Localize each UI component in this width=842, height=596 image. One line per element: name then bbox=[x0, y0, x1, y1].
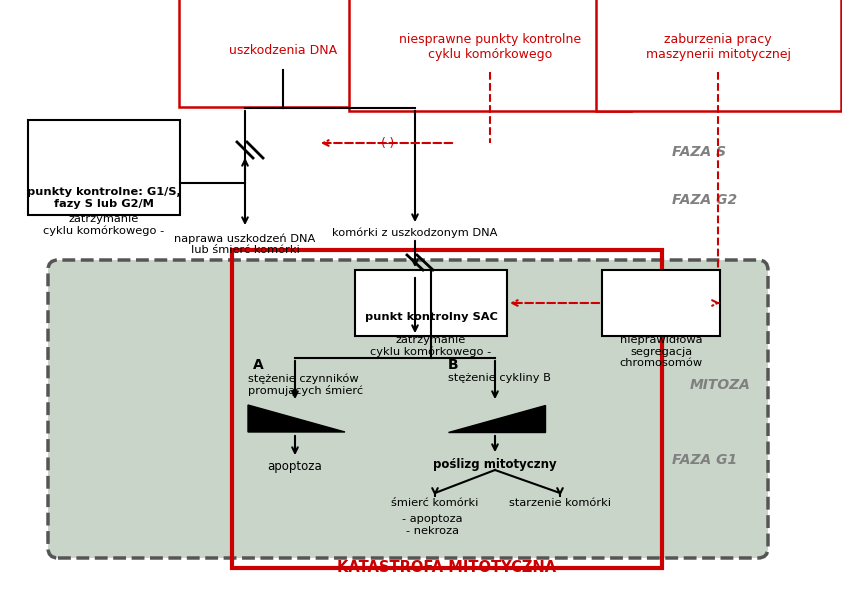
Text: zatrzymanie
cyklu komórkowego -: zatrzymanie cyklu komórkowego - bbox=[44, 214, 165, 236]
Text: B: B bbox=[448, 358, 459, 372]
FancyBboxPatch shape bbox=[602, 270, 720, 336]
Text: KATASTROFA MITOTYCZNA: KATASTROFA MITOTYCZNA bbox=[338, 560, 557, 575]
Text: starzenie komórki: starzenie komórki bbox=[509, 498, 611, 508]
Text: nieprawidłowa
segregacja
chromosomów: nieprawidłowa segregacja chromosomów bbox=[620, 335, 702, 368]
FancyBboxPatch shape bbox=[48, 260, 768, 558]
Text: MITOZA: MITOZA bbox=[690, 378, 750, 392]
Text: naprawa uszkodzeń DNA
lub śmierć komórki: naprawa uszkodzeń DNA lub śmierć komórki bbox=[174, 233, 316, 255]
Text: poślizg mitotyczny: poślizg mitotyczny bbox=[433, 458, 557, 471]
Text: FAZA S: FAZA S bbox=[672, 145, 726, 159]
Polygon shape bbox=[448, 405, 545, 432]
FancyBboxPatch shape bbox=[28, 120, 180, 215]
Text: - apoptoza
- nekroza: - apoptoza - nekroza bbox=[402, 514, 462, 536]
Text: (-): (-) bbox=[381, 136, 395, 150]
Bar bbox=[232, 250, 662, 568]
Text: zatrzymanie
cyklu komórkowego -: zatrzymanie cyklu komórkowego - bbox=[370, 335, 492, 357]
Text: komórki z uszkodzonym DNA: komórki z uszkodzonym DNA bbox=[333, 228, 498, 238]
Text: FAZA G2: FAZA G2 bbox=[672, 193, 737, 207]
Polygon shape bbox=[248, 405, 345, 432]
Text: śmierć komórki: śmierć komórki bbox=[392, 498, 479, 508]
Text: apoptoza: apoptoza bbox=[268, 460, 322, 473]
Text: punkt kontrolny SAC: punkt kontrolny SAC bbox=[365, 312, 498, 322]
Text: niesprawne punkty kontrolne
cyklu komórkowego: niesprawne punkty kontrolne cyklu komórk… bbox=[399, 33, 581, 61]
Text: stężenie cykliny B: stężenie cykliny B bbox=[448, 373, 551, 383]
Text: zaburzenia pracy
maszynerii mitotycznej: zaburzenia pracy maszynerii mitotycznej bbox=[646, 33, 791, 61]
Text: punkty kontrolne: G1/S,
fazy S lub G2/M: punkty kontrolne: G1/S, fazy S lub G2/M bbox=[27, 187, 181, 209]
Text: stężenie czynników
promujących śmierć: stężenie czynników promujących śmierć bbox=[248, 373, 363, 396]
Text: uszkodzenia DNA: uszkodzenia DNA bbox=[229, 44, 337, 57]
FancyBboxPatch shape bbox=[355, 270, 507, 336]
Text: FAZA G1: FAZA G1 bbox=[672, 453, 737, 467]
Text: A: A bbox=[253, 358, 264, 372]
